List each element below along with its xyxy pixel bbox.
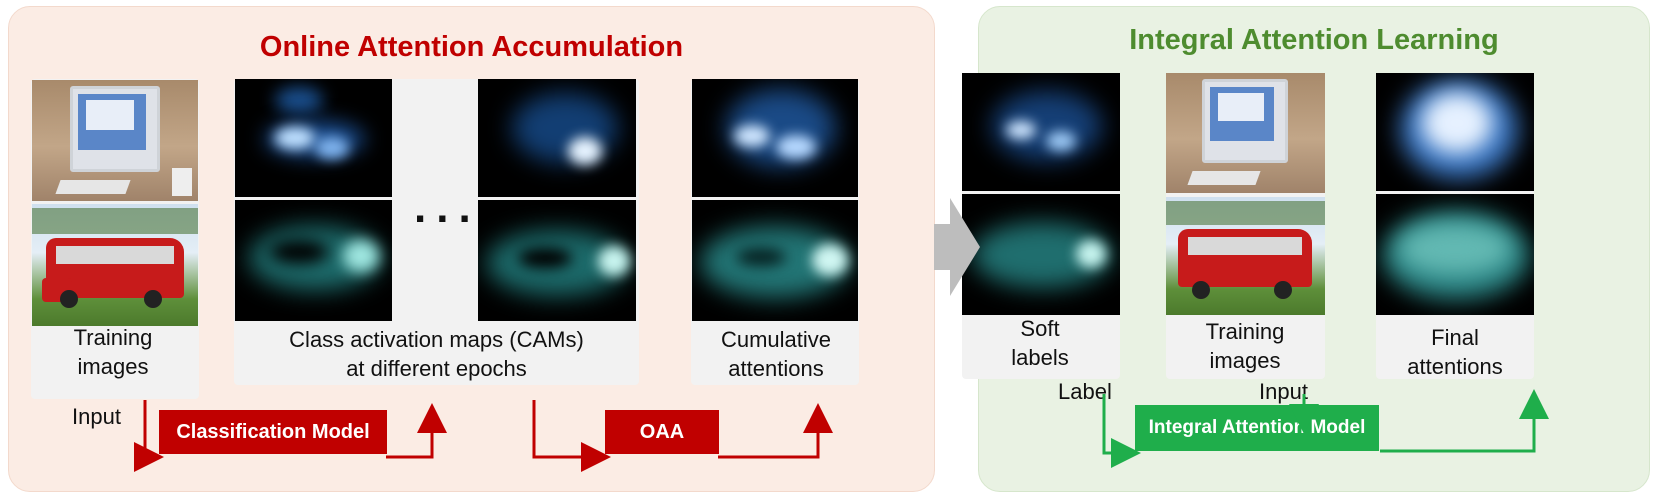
- input-label-right: Input: [1259, 379, 1308, 404]
- soft-label-bus: [962, 194, 1120, 315]
- caption-final-attentions: Final attentions: [1407, 325, 1503, 379]
- arrow-soft-labels-to-model: [1102, 394, 1141, 468]
- final-attention-bus: [1376, 194, 1534, 315]
- caption-cumulative-attentions: Cumulative attentions: [720, 327, 832, 381]
- ellipsis: ...: [414, 183, 481, 232]
- integral-attention-model-box: Integral Attention Model: [1135, 405, 1379, 451]
- cam-epoch-late-computer: [478, 79, 636, 197]
- classification-model-box: Classification Model: [159, 410, 387, 454]
- cumulative-attention-computer: [692, 79, 858, 197]
- arrow-model-to-final: [1380, 389, 1549, 453]
- panel-title-integral: Integral Attention Learning: [1129, 24, 1499, 56]
- arrow-oaa-to-cumulative: [718, 403, 833, 459]
- caption-training-images: Training images: [73, 325, 153, 379]
- oaa-box: OAA: [605, 410, 719, 454]
- soft-label-computer: [962, 73, 1120, 191]
- photo-computer-right: [1166, 73, 1325, 193]
- caption-cams-line1: Class activation maps (CAMs): [289, 327, 584, 352]
- arrow-cams-to-oaa: [532, 400, 611, 472]
- arrow-input-to-classification: [134, 400, 164, 472]
- caption-soft-labels: Soft labels: [1011, 316, 1069, 370]
- caption-cams-line2: at different epochs: [346, 356, 527, 381]
- oaa-panel: Online Attention Accumulation Training i…: [8, 6, 935, 492]
- photo-computer: [32, 80, 198, 201]
- photo-bus-right: [1166, 197, 1325, 315]
- panel-title-oaa: Online Attention Accumulation: [259, 31, 684, 63]
- integral-attention-panel: Integral Attention Learning Soft labels …: [962, 6, 1650, 492]
- cumulative-attention-bus: [692, 200, 858, 321]
- cam-epoch-early-bus: [235, 200, 392, 321]
- cam-epoch-early-computer: [235, 79, 392, 197]
- input-label-left: Input: [72, 404, 121, 429]
- caption-training-images-right: Training images: [1205, 319, 1285, 373]
- arrow-classification-to-cams: [386, 403, 447, 459]
- final-attention-computer: [1376, 73, 1534, 191]
- panel-transition-arrow: [934, 198, 980, 296]
- cam-epoch-late-bus: [478, 200, 636, 321]
- photo-bus: [32, 204, 198, 326]
